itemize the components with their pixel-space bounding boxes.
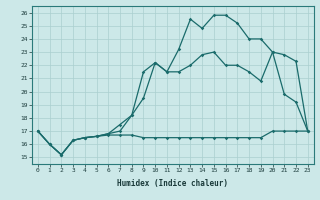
X-axis label: Humidex (Indice chaleur): Humidex (Indice chaleur) bbox=[117, 179, 228, 188]
